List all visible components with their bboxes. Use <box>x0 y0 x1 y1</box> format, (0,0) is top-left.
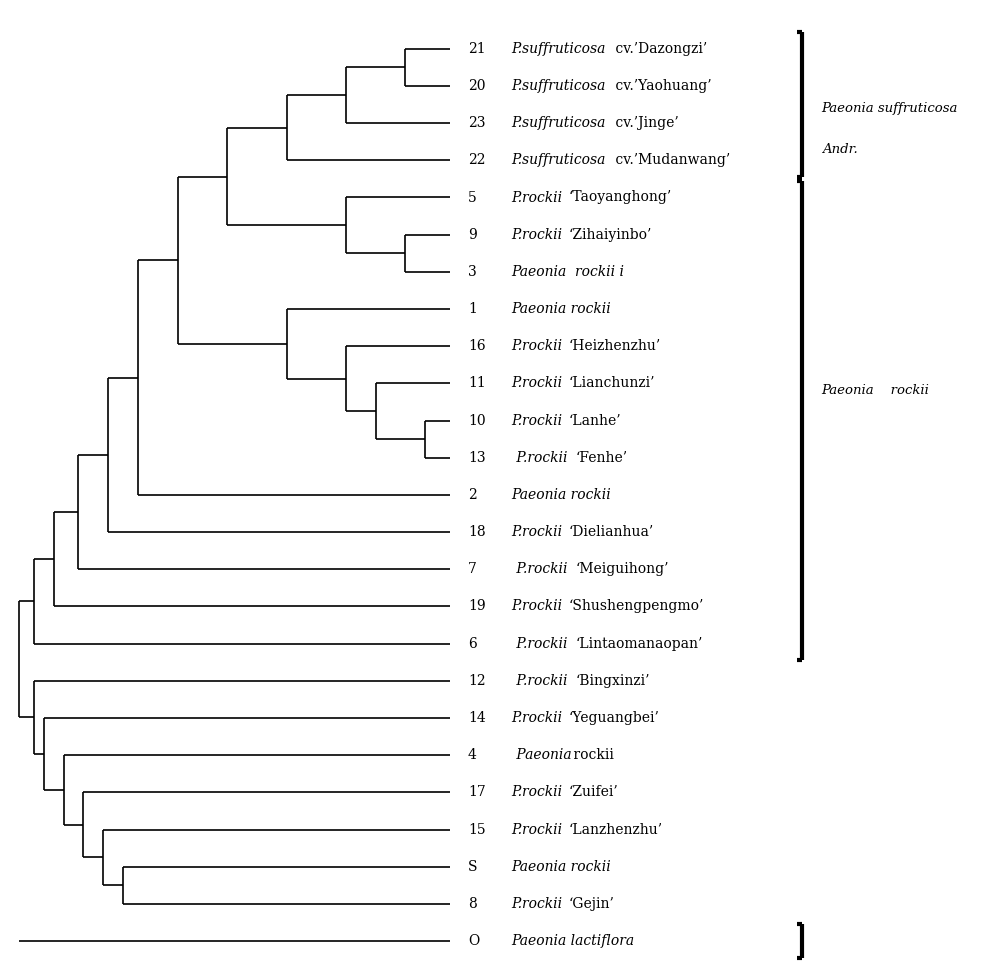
Text: P.rockii: P.rockii <box>512 413 563 428</box>
Text: P.rockii: P.rockii <box>512 376 563 390</box>
Text: 6: 6 <box>468 637 477 650</box>
Text: cv.’Mudanwang’: cv.’Mudanwang’ <box>611 153 731 168</box>
Text: Paeonia: Paeonia <box>512 748 571 762</box>
Text: 1: 1 <box>468 302 477 316</box>
Text: Paeonia rockii: Paeonia rockii <box>512 302 611 316</box>
Text: P.rockii: P.rockii <box>512 674 567 687</box>
Text: 4: 4 <box>468 748 477 762</box>
Text: 2: 2 <box>468 488 477 502</box>
Text: ‘Shushengpengmo’: ‘Shushengpengmo’ <box>569 600 704 613</box>
Text: O: O <box>468 934 479 948</box>
Text: P.rockii: P.rockii <box>512 786 563 799</box>
Text: ‘Lanhe’: ‘Lanhe’ <box>569 413 621 428</box>
Text: Paeonia  rockii i: Paeonia rockii i <box>512 265 625 279</box>
Text: 12: 12 <box>468 674 486 687</box>
Text: ‘Fenhe’: ‘Fenhe’ <box>576 450 628 465</box>
Text: ‘Lanzhenzhu’: ‘Lanzhenzhu’ <box>569 823 663 837</box>
Text: P.rockii: P.rockii <box>512 711 563 725</box>
Text: rockii: rockii <box>569 748 613 762</box>
Text: P.suffruticosa: P.suffruticosa <box>512 79 606 93</box>
Text: 16: 16 <box>468 339 486 353</box>
Text: P.rockii: P.rockii <box>512 190 563 205</box>
Text: 11: 11 <box>468 376 486 390</box>
Text: Paeonia rockii: Paeonia rockii <box>512 488 611 502</box>
Text: 22: 22 <box>468 153 485 168</box>
Text: P.rockii: P.rockii <box>512 228 563 242</box>
Text: 7: 7 <box>468 563 477 576</box>
Text: 15: 15 <box>468 823 486 837</box>
Text: cv.’Yaohuang’: cv.’Yaohuang’ <box>611 79 712 93</box>
Text: P.rockii: P.rockii <box>512 600 563 613</box>
Text: 8: 8 <box>468 897 477 911</box>
Text: P.rockii: P.rockii <box>512 823 563 837</box>
Text: ‘Lintaomanaopan’: ‘Lintaomanaopan’ <box>576 637 703 650</box>
Text: ‘Meiguihong’: ‘Meiguihong’ <box>576 563 669 576</box>
Text: ‘Heizhenzhu’: ‘Heizhenzhu’ <box>569 339 661 353</box>
Text: ‘Yeguangbei’: ‘Yeguangbei’ <box>569 711 659 725</box>
Text: 21: 21 <box>468 42 486 56</box>
Text: 20: 20 <box>468 79 485 93</box>
Text: P.rockii: P.rockii <box>512 450 567 465</box>
Text: 17: 17 <box>468 786 486 799</box>
Text: P.suffruticosa: P.suffruticosa <box>512 116 606 130</box>
Text: P.rockii: P.rockii <box>512 637 567 650</box>
Text: Paeonia lactiflora: Paeonia lactiflora <box>512 934 635 948</box>
Text: Andr.: Andr. <box>822 142 857 156</box>
Text: ‘Bingxinzi’: ‘Bingxinzi’ <box>576 674 650 687</box>
Text: ‘Zuifei’: ‘Zuifei’ <box>569 786 618 799</box>
Text: ‘Taoyanghong’: ‘Taoyanghong’ <box>569 190 672 205</box>
Text: P.rockii: P.rockii <box>512 339 563 353</box>
Text: 14: 14 <box>468 711 486 725</box>
Text: cv.’Jinge’: cv.’Jinge’ <box>611 116 679 130</box>
Text: Paeonia    rockii: Paeonia rockii <box>822 384 930 398</box>
Text: Paeonia suffruticosa: Paeonia suffruticosa <box>822 101 958 115</box>
Text: P.rockii: P.rockii <box>512 897 563 911</box>
Text: S: S <box>468 860 477 874</box>
Text: ‘Dielianhua’: ‘Dielianhua’ <box>569 526 654 539</box>
Text: 3: 3 <box>468 265 477 279</box>
Text: 9: 9 <box>468 228 477 242</box>
Text: P.rockii: P.rockii <box>512 526 563 539</box>
Text: Paeonia rockii: Paeonia rockii <box>512 860 611 874</box>
Text: ‘Zihaiyinbo’: ‘Zihaiyinbo’ <box>569 228 652 242</box>
Text: 5: 5 <box>468 190 477 205</box>
Text: 13: 13 <box>468 450 486 465</box>
Text: ‘Lianchunzi’: ‘Lianchunzi’ <box>569 376 655 390</box>
Text: cv.’Dazongzi’: cv.’Dazongzi’ <box>611 42 708 56</box>
Text: P.rockii: P.rockii <box>512 563 567 576</box>
Text: ‘Gejin’: ‘Gejin’ <box>569 897 614 911</box>
Text: P.suffruticosa: P.suffruticosa <box>512 153 606 168</box>
Text: 10: 10 <box>468 413 486 428</box>
Text: 19: 19 <box>468 600 486 613</box>
Text: 18: 18 <box>468 526 486 539</box>
Text: 23: 23 <box>468 116 485 130</box>
Text: P.suffruticosa: P.suffruticosa <box>512 42 606 56</box>
